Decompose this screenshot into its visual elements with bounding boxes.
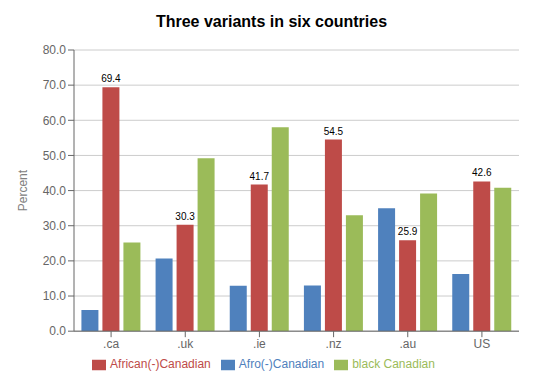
svg-text:.uk: .uk [177,337,194,351]
svg-text:69.4: 69.4 [101,73,121,84]
svg-text:US: US [474,337,491,351]
svg-text:10.0: 10.0 [43,289,67,303]
svg-text:25.9: 25.9 [398,226,418,237]
svg-text:54.5: 54.5 [324,126,344,137]
svg-text:42.6: 42.6 [472,167,492,178]
html-text:black Canadian: black Canadian [352,357,435,372]
svg-text:.ca: .ca [103,337,119,351]
svg-text:.au: .au [399,337,416,351]
svg-text:41.7: 41.7 [250,171,270,182]
html-text:Three variants in six countrie: Three variants in six countries [155,13,388,30]
svg-text:60.0: 60.0 [43,114,67,128]
svg-text:30.3: 30.3 [175,211,195,222]
svg-text:80.0: 80.0 [43,43,67,57]
svg-text:20.0: 20.0 [43,254,67,268]
html-text:Afro(-)Canadian: Afro(-)Canadian [238,357,325,372]
svg-text:70.0: 70.0 [43,78,67,92]
svg-text:.ie: .ie [253,337,266,351]
svg-text:50.0: 50.0 [43,149,67,163]
svg-text:30.0: 30.0 [43,219,67,233]
svg-text:40.0: 40.0 [43,184,67,198]
svg-text:Percent: Percent [16,169,30,211]
svg-text:.nz: .nz [326,337,342,351]
html-text:African(-)Canadian: African(-)Canadian [110,357,211,372]
svg-text:0.0: 0.0 [49,324,66,338]
